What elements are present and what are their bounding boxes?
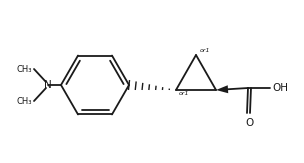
Text: OH: OH xyxy=(272,83,288,93)
Text: CH₃: CH₃ xyxy=(16,65,32,74)
Text: CH₃: CH₃ xyxy=(16,96,32,105)
Text: N: N xyxy=(44,80,52,90)
Text: O: O xyxy=(245,118,253,128)
Polygon shape xyxy=(216,85,228,93)
Text: or1: or1 xyxy=(179,91,189,96)
Text: or1: or1 xyxy=(200,48,210,53)
